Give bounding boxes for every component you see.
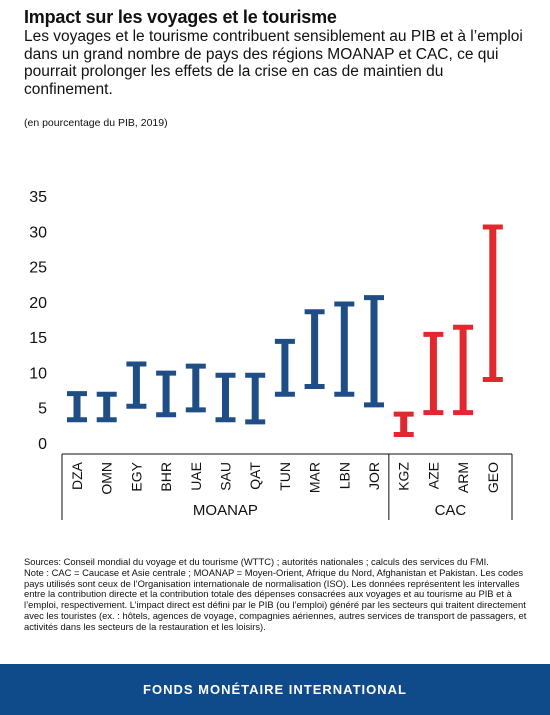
- x-tick-label: EGY: [128, 461, 144, 491]
- y-tick-label: 20: [29, 295, 47, 312]
- x-tick-label: LBN: [336, 462, 352, 489]
- x-tick-label: SAU: [218, 462, 234, 491]
- chart-notes: Sources: Conseil mondial du voyage et du…: [24, 556, 529, 633]
- x-tick-label: QAT: [247, 462, 263, 490]
- x-tick-label: KGZ: [396, 462, 412, 491]
- x-tick-label: BHR: [158, 462, 174, 492]
- definition-note: Note : CAC = Caucase et Asie centrale ; …: [24, 566, 527, 632]
- x-tick-label: MAR: [307, 462, 323, 493]
- chart-title: Impact sur les voyages et le tourisme: [24, 7, 337, 27]
- sources-note: Sources: Conseil mondial du voyage et du…: [24, 556, 489, 567]
- y-tick-label: 10: [29, 365, 47, 382]
- x-tick-label: JOR: [366, 462, 382, 490]
- group-label: MOANAP: [193, 502, 258, 519]
- y-tick-label: 35: [29, 189, 47, 206]
- x-tick-label: OMN: [99, 462, 115, 495]
- y-tick-label: 25: [29, 260, 47, 277]
- footer-label: FONDS MONÉTAIRE INTERNATIONAL: [143, 682, 407, 697]
- x-tick-label: GEO: [485, 462, 501, 493]
- range-chart: 0 5 10 15 20 25 30 35 DZA OMN EGY BHR UAE SAU QAT TUN MA…: [29, 189, 513, 520]
- chart-subtitle: Les voyages et le tourisme contribuent s…: [24, 28, 523, 98]
- x-tick-label: DZA: [69, 461, 85, 490]
- x-tick-label: TUN: [277, 462, 293, 491]
- group-label: CAC: [435, 502, 467, 519]
- chart-unit: (en pourcentage du PIB, 2019): [24, 117, 168, 129]
- y-tick-label: 0: [38, 436, 47, 453]
- y-tick-label: 15: [29, 330, 47, 347]
- y-tick-label: 5: [38, 401, 47, 418]
- x-tick-label: AZE: [425, 462, 441, 489]
- footer-banner: FONDS MONÉTAIRE INTERNATIONAL: [0, 664, 550, 715]
- x-tick-label: UAE: [188, 462, 204, 491]
- x-tick-label: ARM: [455, 462, 471, 493]
- y-tick-label: 30: [29, 224, 47, 241]
